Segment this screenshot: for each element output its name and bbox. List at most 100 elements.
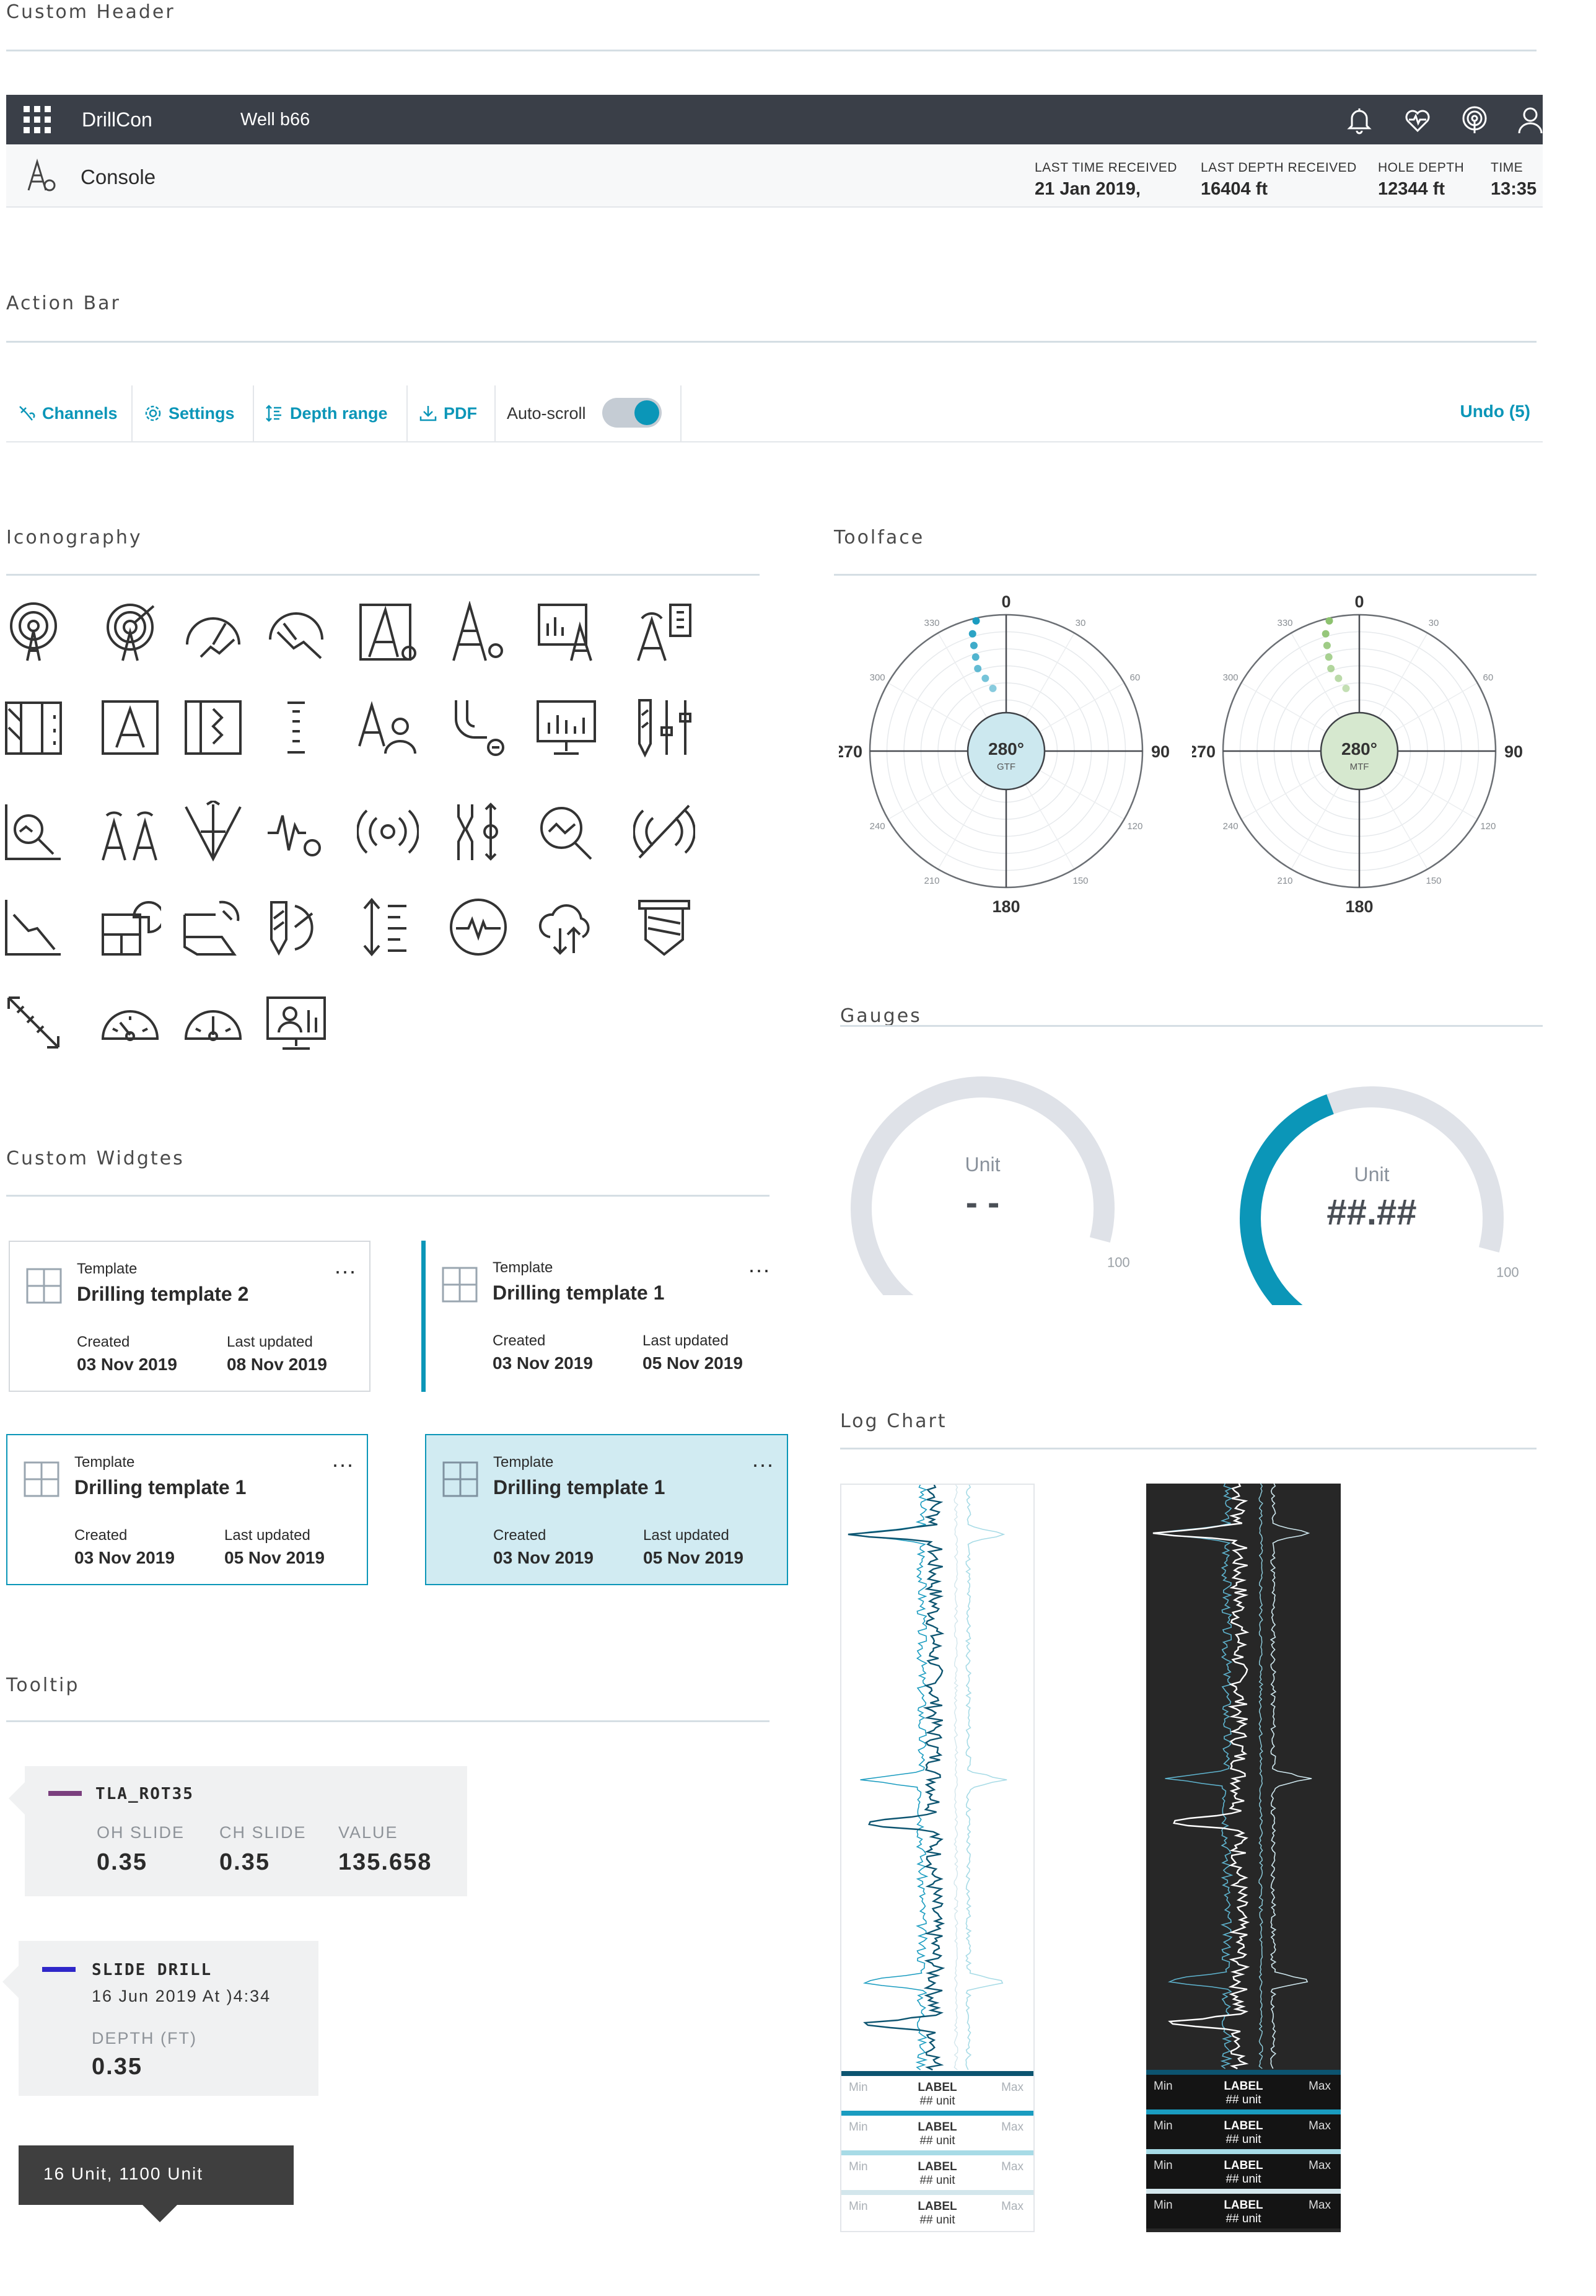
pdf-button[interactable]: PDF	[408, 385, 496, 441]
section-divider	[6, 1195, 770, 1197]
cloud-upload-download-icon	[535, 896, 597, 958]
toolface-minor-label: 330	[1277, 618, 1292, 628]
log-track-legend[interactable]: Min LABEL ## unit Max	[841, 2111, 1033, 2150]
auto-scroll-label: Auto-scroll	[507, 403, 586, 423]
created-value: 03 Nov 2019	[74, 1548, 175, 1567]
widget-card[interactable]: Template Drilling template 2 ... Created…	[9, 1241, 370, 1392]
log-track-legend[interactable]: Min LABEL ## unit Max	[841, 2190, 1033, 2230]
speed-gauge-up-icon	[182, 601, 244, 663]
template-grid-icon	[442, 1267, 478, 1303]
log-curve	[1269, 1484, 1312, 2069]
heart-monitor-icon[interactable]	[1403, 105, 1432, 134]
section-title-custom-widgets: Custom Widgtes	[6, 1148, 185, 1169]
log-curve	[1152, 1484, 1250, 2070]
gauge: Unit- -0100	[851, 1076, 1130, 1295]
line-chart-icon	[2, 896, 64, 958]
log-track-legend[interactable]: Min LABEL ## unit Max	[1146, 2109, 1341, 2149]
tooltip-pointer	[9, 1782, 25, 1814]
track-label: LABEL	[918, 2081, 957, 2094]
tooltip-pointer	[142, 2205, 177, 2222]
track-max: Max	[1001, 2160, 1024, 2173]
widget-type-label: Template	[493, 1259, 553, 1276]
track-color-bar	[1146, 2189, 1341, 2194]
depth-range-icon	[265, 404, 284, 423]
series-swatch	[48, 1791, 82, 1796]
layered-panels-icon	[2, 697, 64, 759]
layout-pie-icon	[99, 896, 165, 958]
signal-tower-icon[interactable]	[1460, 105, 1489, 134]
log-track-legend[interactable]: Min LABEL ## unit Max	[1146, 2070, 1341, 2109]
value-label: VALUE	[338, 1823, 398, 1842]
widget-name: Drilling template 1	[493, 1476, 665, 1498]
toolface-major-label: 270	[1192, 742, 1216, 761]
log-track-legend[interactable]: Min LABEL ## unit Max	[841, 2071, 1033, 2111]
created-label: Created	[77, 1334, 130, 1350]
rig-building-icon	[633, 601, 695, 663]
more-menu-icon[interactable]: ...	[334, 1253, 357, 1278]
widget-card-active[interactable]: Template Drilling template 1 ... Created…	[421, 1241, 783, 1392]
toolface-major-label: 90	[1151, 742, 1170, 761]
channels-button[interactable]: Channels	[6, 385, 133, 441]
track-label: LABEL	[918, 2121, 957, 2134]
toolface-point	[968, 630, 976, 638]
auto-scroll-toggle[interactable]	[602, 398, 662, 428]
section-divider	[6, 574, 760, 576]
track-min: Min	[1154, 2199, 1173, 2212]
log-track-legend[interactable]: Min LABEL ## unit Max	[1146, 2189, 1341, 2228]
track-unit: ## unit	[919, 2095, 955, 2108]
toolface-minor-label: 150	[1426, 876, 1441, 886]
track-color-bar	[1146, 2109, 1341, 2114]
bell-icon[interactable]	[1344, 105, 1374, 134]
widget-card-hover[interactable]: Template Drilling template 1 ... Created…	[6, 1434, 368, 1585]
ch-slide-label: CH SLIDE	[219, 1823, 307, 1842]
track-color-bar	[841, 2071, 1033, 2076]
depth-label: DEPTH (FT)	[92, 2029, 197, 2047]
toolface-plot: 30 60 120 150 210 240 300 330 0 180 270 90 280° GTF	[839, 592, 1170, 916]
track-color-bar	[841, 2150, 1033, 2155]
pipe-measure-icon	[447, 801, 509, 863]
track-max: Max	[1309, 2199, 1331, 2212]
monitor-chart-icon	[535, 697, 597, 759]
track-min: Min	[849, 2160, 868, 2173]
undo-button[interactable]: Undo (5)	[1460, 402, 1530, 421]
tooltip-multi-value: TLA_ROT35 OH SLIDE 0.35 CH SLIDE 0.35 VA…	[9, 1766, 467, 1896]
user-icon[interactable]	[1515, 105, 1545, 134]
section-divider	[834, 574, 1537, 576]
rig-person-icon	[357, 697, 419, 759]
app-bar: DrillCon Well b66	[6, 95, 1543, 144]
well-selector[interactable]: Well b66	[240, 110, 310, 130]
log-track-legend[interactable]: Min LABEL ## unit Max	[841, 2150, 1033, 2190]
apps-grid-icon[interactable]	[24, 106, 51, 133]
log-curve	[851, 1485, 929, 2070]
more-menu-icon[interactable]: ...	[752, 1446, 774, 1472]
log-track-legend[interactable]: Min LABEL ## unit Max	[1146, 2149, 1341, 2189]
depth-range-button[interactable]: Depth range	[254, 385, 408, 441]
updated-label: Last updated	[224, 1527, 310, 1544]
updated-label: Last updated	[643, 1527, 729, 1544]
more-menu-icon[interactable]: ...	[748, 1252, 771, 1277]
toolface-point	[1322, 630, 1330, 638]
track-label: LABEL	[1224, 2199, 1263, 2212]
template-grid-icon	[24, 1461, 59, 1497]
depth-column-icon	[265, 697, 327, 759]
toolface-center-label: GTF	[997, 762, 1015, 772]
gauge-track	[851, 1076, 1115, 1295]
created-label: Created	[493, 1332, 546, 1349]
ch-slide-value: 0.35	[219, 1849, 270, 1875]
download-icon	[419, 404, 437, 423]
widget-card-selected[interactable]: Template Drilling template 1 ... Created…	[425, 1434, 788, 1585]
speedometer-mid-icon	[182, 992, 244, 1053]
toolface-minor-label: 300	[870, 672, 885, 683]
settings-button[interactable]: Settings	[133, 385, 254, 441]
wellpath-frame-icon	[182, 697, 244, 759]
toolface-minor-label: 300	[1223, 672, 1239, 683]
more-menu-icon[interactable]: ...	[331, 1446, 354, 1472]
gauge-max: 100	[1107, 1255, 1130, 1270]
widget-name: Drilling template 1	[493, 1282, 665, 1304]
section-divider	[6, 341, 1537, 343]
speedometer-low-icon	[99, 992, 161, 1053]
widget-name: Drilling template 1	[74, 1476, 247, 1498]
map-satellite-icon	[182, 896, 244, 958]
created-label: Created	[74, 1527, 128, 1544]
section-title-custom-header: Custom Header	[6, 1, 175, 23]
